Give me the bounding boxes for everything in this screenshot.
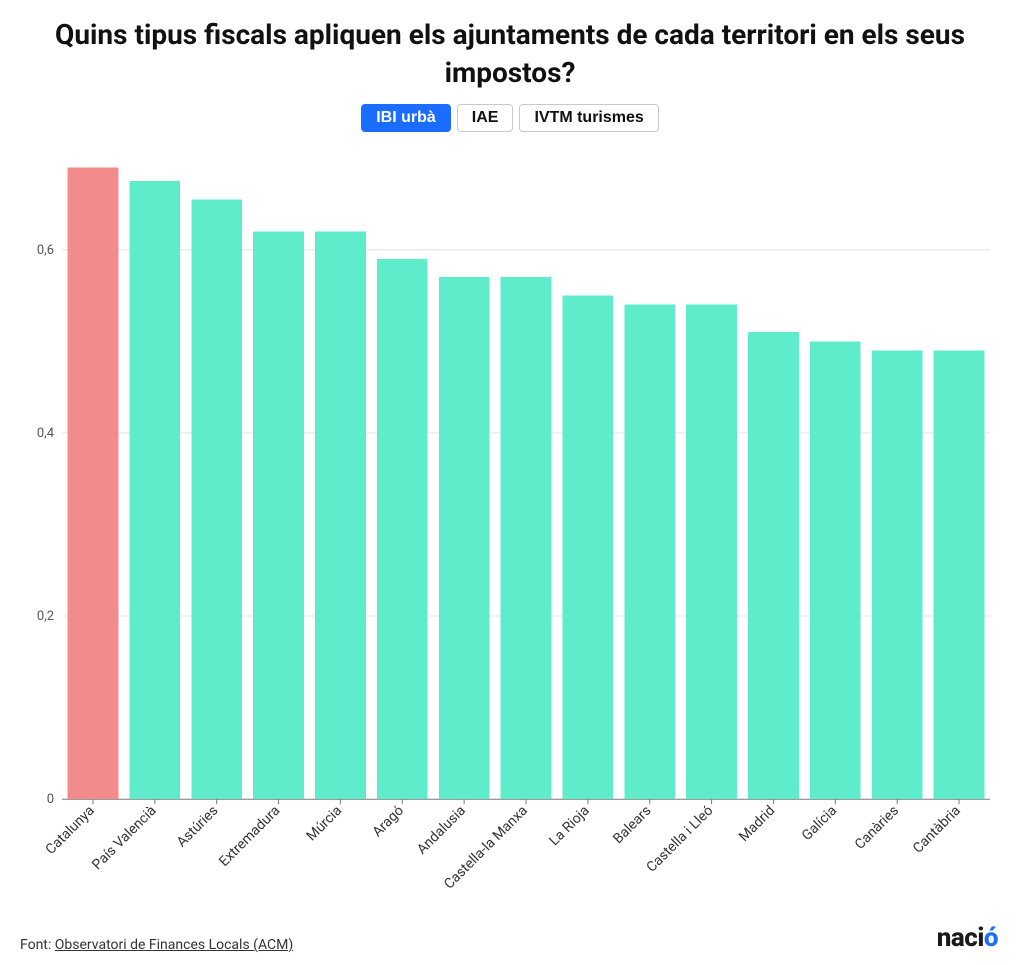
bar (810, 341, 861, 799)
bar (686, 304, 737, 798)
tab-0[interactable]: IBI urbà (361, 104, 451, 132)
ytick-label: 0,4 (37, 426, 55, 441)
bar (872, 350, 923, 799)
tab-2[interactable]: IVTM turismes (519, 104, 658, 132)
xtick-label: Andalusia (414, 802, 469, 857)
bar (129, 181, 180, 799)
ytick-label: 0 (47, 792, 54, 807)
source-prefix: Font: (20, 937, 55, 953)
xtick-label: Madrid (736, 802, 778, 844)
xtick-label: Extremadura (216, 802, 283, 869)
bar (253, 231, 304, 799)
xtick-label: Aragó (370, 802, 408, 840)
bar (191, 199, 242, 799)
bar (624, 304, 675, 798)
xtick-label: País Valencià (89, 802, 159, 872)
tab-1[interactable]: IAE (457, 104, 514, 132)
tab-group: IBI urbàIAEIVTM turismes (10, 104, 1010, 132)
xtick-label: Catalunya (43, 802, 98, 857)
bar (934, 350, 985, 799)
footer: Font: Observatori de Finances Locals (AC… (10, 919, 1010, 965)
bar (563, 295, 614, 799)
xtick-label: Canàries (852, 802, 902, 852)
xtick-label: Galícia (799, 802, 840, 843)
xtick-label: Balears (610, 802, 654, 846)
xtick-label: Astúries (174, 802, 222, 850)
xtick-label: La Rioja (546, 802, 592, 848)
source-line: Font: Observatori de Finances Locals (AC… (20, 937, 293, 953)
bar (501, 277, 552, 799)
xtick-label: Castella i Lleó (644, 802, 717, 875)
chart-title: Quins tipus fiscals apliquen els ajuntam… (18, 16, 1002, 92)
ytick-label: 0,6 (37, 242, 54, 257)
xtick-label: Cantàbria (910, 802, 964, 856)
bar (68, 167, 119, 799)
logo: nació (937, 923, 998, 953)
xtick-label: Múrcia (304, 802, 346, 844)
bar (439, 277, 490, 799)
bar (748, 332, 799, 799)
source-link[interactable]: Observatori de Finances Locals (ACM) (55, 937, 293, 953)
bar (315, 231, 366, 799)
ytick-label: 0,2 (37, 609, 54, 624)
bar-chart: 0 0,2 0,4 0,6 CatalunyaPaís Valencià Astúries… (18, 150, 996, 909)
bar (377, 259, 428, 799)
